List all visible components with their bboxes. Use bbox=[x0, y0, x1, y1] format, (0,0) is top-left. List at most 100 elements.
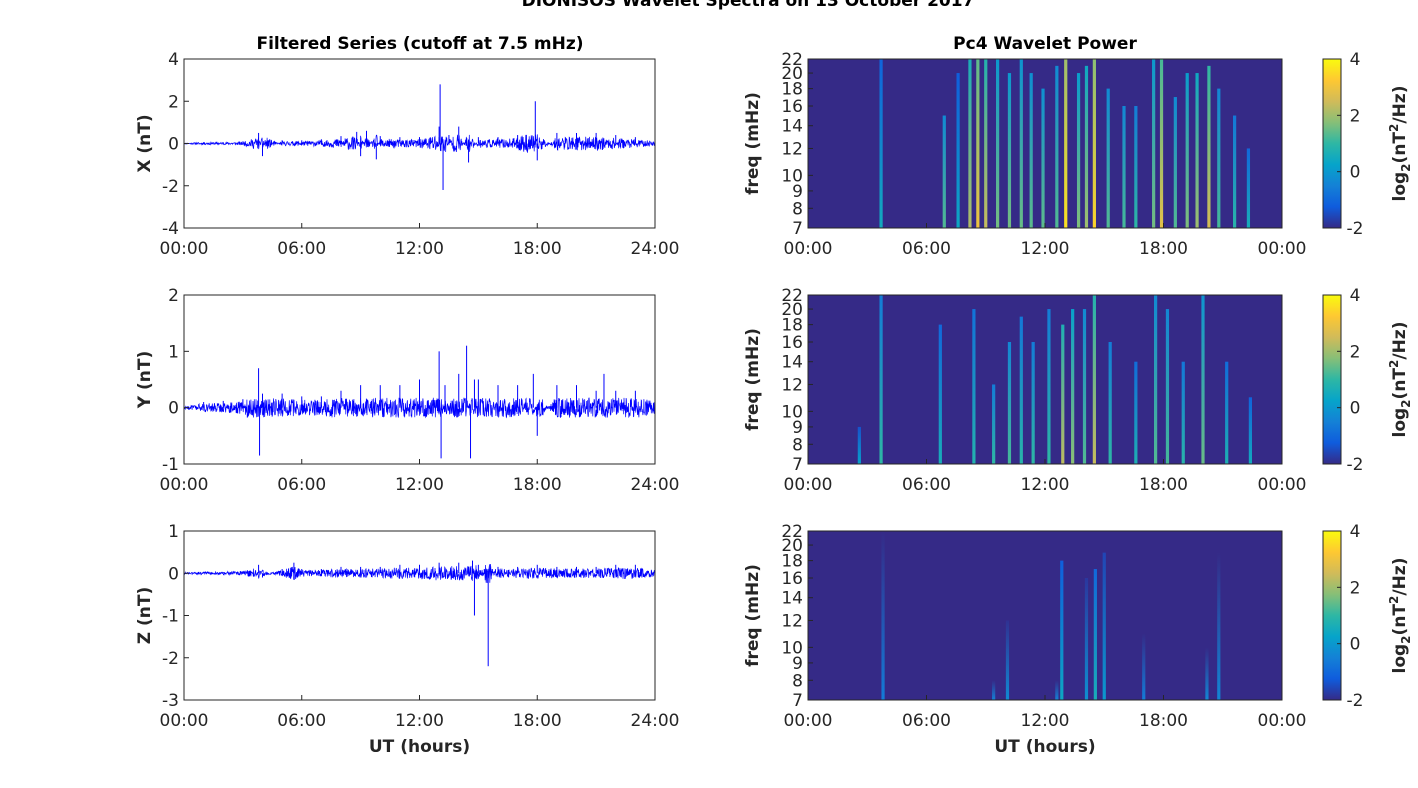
series-x-ytick-label: -4 bbox=[162, 219, 179, 239]
power-x-burst bbox=[1019, 59, 1023, 228]
power-z-ytick-label: 7 bbox=[792, 691, 803, 711]
power-z-burst bbox=[1217, 552, 1221, 700]
series-x-panel: -4 -2 0 2 4 X (nT) 00:00 06:00 12:00 18:00 24:00 bbox=[135, 50, 680, 259]
power-x-ytick-label: 18 bbox=[781, 80, 803, 100]
power-x-burst bbox=[1195, 73, 1199, 228]
power-y-burst bbox=[1108, 341, 1112, 464]
series-y-panel: -1 0 1 2 Y (nT) 00:00 06:00 12:00 18:00 24:00 bbox=[135, 286, 680, 495]
left-column-title: Filtered Series (cutoff at 7.5 mHz) bbox=[256, 34, 583, 54]
series-x-xtick-label: 06:00 bbox=[277, 239, 326, 259]
power-x-colorbar-label: log2(nT2/Hz) bbox=[1387, 86, 1413, 202]
power-x-ylabel: freq (mHz) bbox=[743, 92, 763, 195]
power-x-burst bbox=[1055, 65, 1059, 228]
series-z-ytick-label: -3 bbox=[162, 691, 179, 711]
series-x-xtick-label: 18:00 bbox=[513, 239, 562, 259]
power-y-xtick-label: 18:00 bbox=[1139, 475, 1188, 495]
power-y-burst bbox=[1007, 341, 1012, 464]
power-y-ytick-label: 8 bbox=[792, 435, 803, 455]
power-y-burst bbox=[1165, 309, 1170, 464]
series-z-xtick-label: 00:00 bbox=[160, 711, 209, 731]
series-z-xtick-label: 12:00 bbox=[395, 711, 444, 731]
power-x-burst bbox=[1064, 59, 1068, 228]
power-z-xtick-label: 06:00 bbox=[902, 711, 951, 731]
power-y-colorbar-tick-label: 4 bbox=[1350, 286, 1361, 306]
series-z-ylabel: Z (nT) bbox=[135, 587, 155, 644]
power-x-burst bbox=[942, 115, 946, 228]
power-z-burst bbox=[1102, 552, 1106, 700]
power-y-xtick-label: 06:00 bbox=[902, 475, 951, 495]
series-z-plot-area bbox=[184, 531, 655, 700]
power-z-colorbar-tick-label: 0 bbox=[1350, 635, 1361, 655]
power-y-colorbar bbox=[1322, 294, 1342, 465]
series-y-ytick-label: 1 bbox=[168, 342, 179, 362]
power-x-burst bbox=[1246, 148, 1251, 228]
power-y-colorbar-tick-label: 2 bbox=[1350, 342, 1361, 362]
series-y-xtick-label: 12:00 bbox=[395, 475, 444, 495]
power-y-burst bbox=[1201, 295, 1205, 464]
power-x-burst bbox=[1152, 59, 1156, 228]
power-x-ytick-label: 16 bbox=[781, 97, 803, 117]
power-x-ytick-label: 20 bbox=[781, 64, 803, 84]
power-x-colorbar bbox=[1322, 58, 1342, 229]
power-z-burst bbox=[1060, 560, 1064, 700]
power-x-burst bbox=[1122, 105, 1126, 228]
power-y-burst bbox=[1061, 324, 1065, 464]
series-z-ytick-label: -2 bbox=[162, 649, 179, 669]
power-x-colorbar-tick-label: 0 bbox=[1350, 163, 1361, 183]
series-y-xtick-label: 24:00 bbox=[631, 475, 680, 495]
power-x-ytick-label: 10 bbox=[781, 166, 803, 186]
power-z-xtick-label: 12:00 bbox=[1021, 711, 1070, 731]
power-y-ytick-label: 20 bbox=[781, 300, 803, 320]
series-z-trace bbox=[184, 563, 655, 584]
power-x-colorbar-tick-label: 4 bbox=[1350, 50, 1361, 70]
power-y-burst bbox=[1047, 309, 1051, 464]
power-y-ytick-label: 7 bbox=[792, 455, 803, 475]
power-y-burst bbox=[992, 384, 996, 464]
power-y-ylabel: freq (mHz) bbox=[743, 328, 763, 431]
power-y-colorbar-label: log2(nT2/Hz) bbox=[1387, 322, 1413, 438]
power-z-ytick-label: 18 bbox=[781, 552, 803, 572]
series-z-xtick-label: 18:00 bbox=[513, 711, 562, 731]
power-y-ytick-label: 16 bbox=[781, 333, 803, 353]
power-y-burst bbox=[1082, 309, 1087, 464]
power-x-xtick-label: 18:00 bbox=[1139, 239, 1188, 259]
series-y-ylabel: Y (nT) bbox=[135, 351, 155, 409]
power-x-burst bbox=[879, 59, 883, 228]
power-x-colorbar-tick-label: 2 bbox=[1350, 106, 1361, 126]
power-x-burst bbox=[1207, 65, 1211, 228]
power-z-ylabel: freq (mHz) bbox=[743, 564, 763, 667]
power-x-burst bbox=[956, 73, 960, 228]
series-x-ytick-label: 4 bbox=[168, 50, 179, 70]
power-y-xtick-label: 12:00 bbox=[1021, 475, 1070, 495]
power-y-burst bbox=[1181, 361, 1185, 464]
series-y-ytick-label: 0 bbox=[168, 399, 179, 419]
power-x-burst bbox=[976, 59, 980, 228]
series-z-ytick-label: -1 bbox=[162, 607, 179, 627]
power-z-colorbar bbox=[1322, 530, 1342, 701]
power-z-colorbar-tick-label: 4 bbox=[1350, 522, 1361, 542]
power-y-burst bbox=[1154, 295, 1158, 464]
power-z-colorbar-tick-label: 2 bbox=[1350, 578, 1361, 598]
power-x-colorbar-tick-label: -2 bbox=[1347, 219, 1364, 239]
power-y-ytick-label: 9 bbox=[792, 418, 803, 438]
power-y-ytick-label: 14 bbox=[781, 353, 803, 373]
power-y-burst bbox=[938, 324, 942, 464]
power-x-burst bbox=[1007, 73, 1012, 228]
power-x-burst bbox=[1041, 88, 1045, 228]
power-y-burst bbox=[857, 426, 861, 464]
power-x-ytick-label: 14 bbox=[781, 117, 803, 137]
power-y-burst bbox=[1225, 361, 1229, 464]
power-x-ytick-label: 12 bbox=[781, 139, 803, 159]
series-y-xtick-label: 06:00 bbox=[277, 475, 326, 495]
power-z-burst bbox=[1055, 680, 1059, 700]
power-y-burst bbox=[879, 295, 883, 464]
series-y-ytick-label: -1 bbox=[162, 455, 179, 475]
figure-title: DIONISOS Wavelet Spectra on 13 October 2… bbox=[522, 0, 975, 11]
series-x-ytick-label: 2 bbox=[168, 92, 179, 112]
power-z-ytick-label: 22 bbox=[781, 522, 803, 542]
power-z-xtick-label: 00:00 bbox=[1258, 711, 1307, 731]
power-x-burst bbox=[1106, 88, 1110, 228]
